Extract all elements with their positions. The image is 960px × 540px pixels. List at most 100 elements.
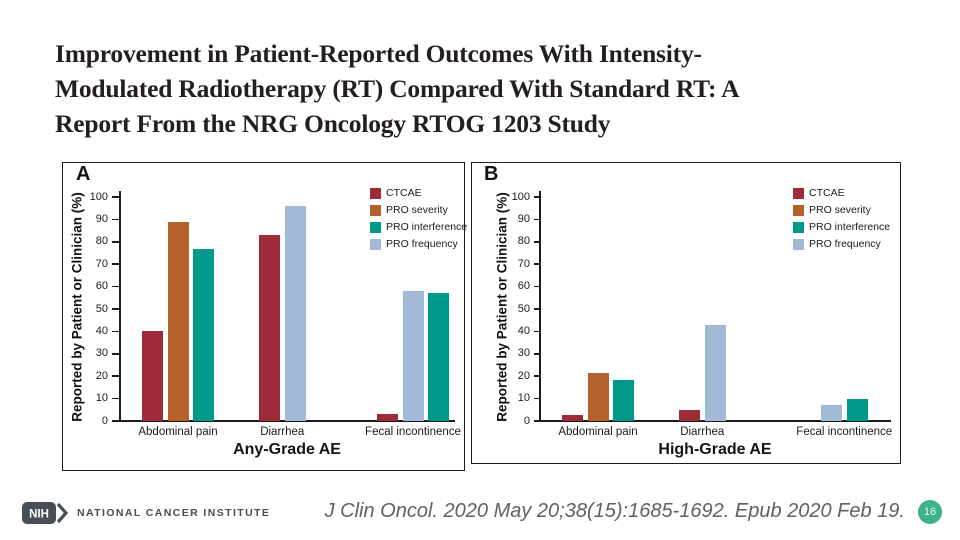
bar-PRO-interference: [846, 398, 868, 421]
y-tick-label: 50: [517, 302, 530, 315]
title-line-1: Improvement in Patient-Reported Outcomes…: [55, 39, 702, 68]
y-tick-mark: [112, 375, 119, 377]
y-tick-mark: [112, 330, 119, 333]
y-tick-mark: [534, 285, 539, 288]
y-tick-label: 60: [95, 280, 108, 293]
bar-CTCAE: [562, 415, 583, 421]
y-tick-mark: [534, 330, 539, 333]
legend-swatch-PRO-frequency: [370, 239, 381, 250]
y-tick-mark: [534, 218, 539, 221]
legend-swatch-CTCAE: [793, 188, 804, 199]
page-number-badge: 16: [918, 500, 942, 524]
bar-PRO-interference: [428, 293, 449, 421]
title-line-2: Modulated Radiotherapy (RT) Compared Wit…: [55, 74, 740, 103]
category-label: Diarrhea: [260, 426, 305, 438]
x-axis-title: Any-Grade AE: [233, 441, 341, 458]
y-tick-label: 0: [101, 414, 108, 427]
y-tick-mark: [534, 397, 539, 400]
legend-label: PRO severity: [386, 204, 448, 216]
y-tick-label: 90: [95, 212, 108, 225]
y-tick-mark: [112, 263, 119, 265]
bar-PRO-severity: [587, 372, 609, 421]
y-tick-label: 30: [95, 347, 108, 360]
y-tick-mark: [112, 420, 119, 422]
x-axis-title: High-Grade AE: [658, 441, 772, 458]
x-axis-line: [119, 420, 455, 422]
legend-swatch-PRO-frequency: [793, 239, 804, 250]
y-tick-label: 90: [517, 212, 530, 225]
bar-PRO-severity: [167, 221, 189, 421]
y-tick-label: 60: [517, 280, 530, 293]
nih-acronym: NIH: [29, 509, 49, 521]
y-tick-label: 50: [95, 302, 108, 315]
y-tick-mark: [534, 263, 539, 265]
y-tick-label: 40: [517, 324, 530, 337]
citation: J Clin Oncol. 2020 May 20;38(15):1685-16…: [324, 500, 905, 522]
y-tick-mark: [112, 241, 119, 243]
nih-chevron-icon: [56, 502, 68, 524]
y-tick-label: 30: [517, 347, 530, 360]
y-tick-mark: [534, 353, 539, 355]
x-axis-line: [539, 420, 891, 422]
legend-label: PRO frequency: [386, 238, 458, 250]
y-tick-mark: [112, 196, 119, 198]
bar-PRO-frequency: [402, 291, 424, 421]
y-tick-label: 70: [517, 257, 530, 270]
y-tick-label: 0: [523, 414, 530, 427]
bar-CTCAE: [259, 235, 280, 421]
y-tick-mark: [534, 420, 539, 422]
title-line-3: Report From the NRG Oncology RTOG 1203 S…: [55, 109, 611, 138]
y-tick-label: 80: [517, 235, 530, 248]
y-tick-label: 10: [517, 392, 530, 405]
bar-CTCAE: [679, 409, 700, 421]
y-tick-mark: [534, 241, 539, 243]
bar-PRO-frequency: [284, 205, 306, 421]
y-tick-mark: [112, 353, 119, 355]
y-tick-label: 70: [95, 257, 108, 270]
y-tick-mark: [534, 375, 539, 377]
y-tick-mark: [112, 308, 119, 310]
y-tick-label: 20: [95, 369, 108, 382]
y-axis-title: Reported by Patient or Clinician (%): [494, 192, 510, 422]
y-tick-mark: [112, 397, 119, 400]
panel-a-letter: A: [76, 163, 91, 185]
bar-PRO-frequency: [821, 405, 842, 421]
category-label: Diarrhea: [680, 426, 725, 438]
legend-swatch-PRO-severity: [370, 205, 381, 216]
y-tick-label: 40: [95, 324, 108, 337]
y-tick-mark: [112, 218, 119, 221]
panel-b-letter: B: [484, 163, 499, 185]
bar-PRO-frequency: [704, 324, 726, 421]
y-tick-label: 100: [89, 190, 108, 203]
legend-label: CTCAE: [809, 187, 845, 199]
y-tick-mark: [534, 308, 539, 310]
bar-CTCAE: [377, 414, 398, 421]
category-label: Abdominal pain: [558, 426, 638, 438]
y-axis-line: [119, 191, 121, 422]
category-label: Fecal incontinence: [796, 426, 893, 438]
legend-swatch-PRO-interference: [370, 222, 381, 233]
legend-swatch-PRO-interference: [793, 222, 804, 233]
legend-label: PRO interference: [809, 221, 891, 233]
slide-title: Improvement in Patient-Reported Outcomes…: [55, 36, 885, 141]
y-tick-label: 100: [511, 190, 530, 203]
y-axis-line: [539, 191, 541, 422]
bar-CTCAE: [142, 331, 163, 421]
y-axis-title: Reported by Patient or Clinician (%): [69, 192, 85, 422]
legend-label: PRO severity: [809, 204, 871, 216]
legend-label: CTCAE: [386, 187, 422, 199]
bar-PRO-interference: [613, 379, 634, 421]
y-tick-mark: [112, 285, 119, 288]
nih-logo-mark: NIH: [22, 502, 68, 524]
institute-name: NATIONAL CANCER INSTITUTE: [77, 507, 271, 519]
y-tick-label: 10: [95, 392, 108, 405]
bar-PRO-interference: [193, 248, 214, 421]
category-label: Abdominal pain: [138, 426, 218, 438]
legend-label: PRO interference: [386, 221, 468, 233]
y-tick-label: 80: [95, 235, 108, 248]
legend-label: PRO frequency: [809, 238, 881, 250]
y-tick-mark: [534, 196, 539, 198]
legend-swatch-CTCAE: [370, 188, 381, 199]
legend-swatch-PRO-severity: [793, 205, 804, 216]
